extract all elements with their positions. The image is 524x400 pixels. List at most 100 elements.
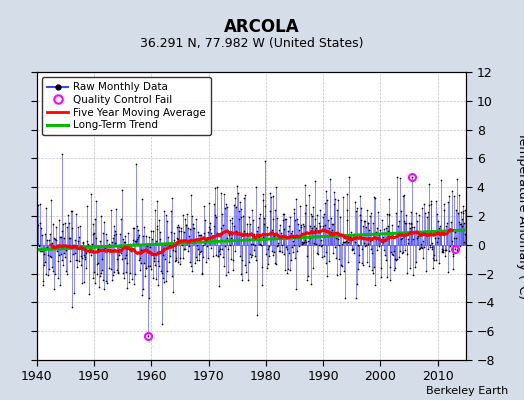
Point — [59, 262, 68, 268]
Point — [291, 217, 300, 223]
Point — [302, 239, 311, 246]
Point — [64, 220, 73, 226]
Point — [258, 197, 267, 203]
Point — [226, 217, 234, 224]
Point — [99, 277, 107, 284]
Point — [63, 224, 71, 230]
Point — [44, 251, 52, 258]
Point — [337, 262, 346, 269]
Point — [215, 246, 224, 252]
Point — [114, 268, 123, 275]
Point — [395, 254, 403, 260]
Point — [409, 272, 418, 278]
Point — [228, 220, 236, 226]
Point — [460, 220, 468, 226]
Point — [85, 248, 94, 254]
Point — [282, 215, 291, 222]
Point — [180, 246, 189, 252]
Point — [327, 215, 335, 222]
Point — [398, 250, 406, 257]
Point — [417, 241, 425, 247]
Point — [221, 243, 230, 250]
Point — [172, 223, 181, 230]
Point — [338, 240, 346, 247]
Point — [322, 249, 330, 256]
Point — [339, 239, 347, 245]
Point — [180, 246, 189, 252]
Point — [164, 234, 172, 240]
Point — [143, 265, 151, 272]
Point — [269, 252, 278, 258]
Point — [210, 223, 218, 230]
Point — [328, 227, 336, 233]
Point — [266, 208, 275, 214]
Point — [276, 222, 285, 228]
Point — [70, 242, 78, 248]
Point — [453, 246, 462, 253]
Point — [373, 247, 381, 253]
Point — [427, 200, 435, 207]
Point — [281, 216, 290, 222]
Point — [287, 230, 295, 237]
Point — [403, 251, 411, 257]
Point — [34, 202, 42, 208]
Point — [97, 213, 105, 219]
Point — [125, 246, 134, 252]
Point — [250, 231, 258, 238]
Point — [132, 160, 140, 167]
Point — [259, 234, 268, 240]
Point — [406, 265, 414, 271]
Point — [233, 183, 242, 190]
Point — [232, 228, 240, 234]
Point — [205, 238, 214, 244]
Point — [218, 246, 226, 252]
Point — [83, 203, 92, 210]
Point — [277, 230, 285, 236]
Point — [335, 256, 344, 262]
Point — [40, 251, 48, 257]
Point — [200, 203, 209, 209]
Point — [362, 242, 370, 248]
Point — [316, 243, 325, 249]
Point — [320, 200, 329, 206]
Point — [218, 211, 226, 218]
Point — [394, 230, 402, 236]
Point — [229, 266, 237, 273]
Point — [176, 261, 184, 268]
Point — [281, 267, 289, 273]
Point — [220, 190, 228, 197]
Point — [457, 216, 466, 222]
Point — [185, 238, 194, 244]
Point — [255, 234, 263, 240]
Point — [236, 214, 245, 221]
Point — [462, 226, 471, 233]
Point — [126, 246, 135, 252]
Point — [392, 256, 401, 262]
Point — [254, 231, 263, 238]
Point — [212, 214, 221, 220]
Point — [233, 229, 241, 236]
Point — [299, 239, 308, 246]
Point — [285, 250, 293, 256]
Point — [277, 234, 285, 240]
Point — [207, 230, 215, 236]
Point — [73, 256, 81, 263]
Point — [75, 243, 84, 250]
Point — [438, 248, 446, 255]
Point — [144, 332, 152, 339]
Point — [289, 206, 298, 212]
Point — [411, 263, 420, 270]
Point — [68, 208, 76, 214]
Point — [84, 249, 93, 255]
Point — [175, 224, 183, 230]
Point — [406, 225, 414, 232]
Point — [450, 235, 458, 241]
Point — [417, 229, 425, 235]
Point — [403, 240, 412, 246]
Point — [148, 250, 156, 257]
Point — [440, 201, 449, 208]
Point — [325, 225, 333, 232]
Point — [179, 212, 187, 218]
Point — [358, 246, 366, 252]
Point — [122, 252, 130, 258]
